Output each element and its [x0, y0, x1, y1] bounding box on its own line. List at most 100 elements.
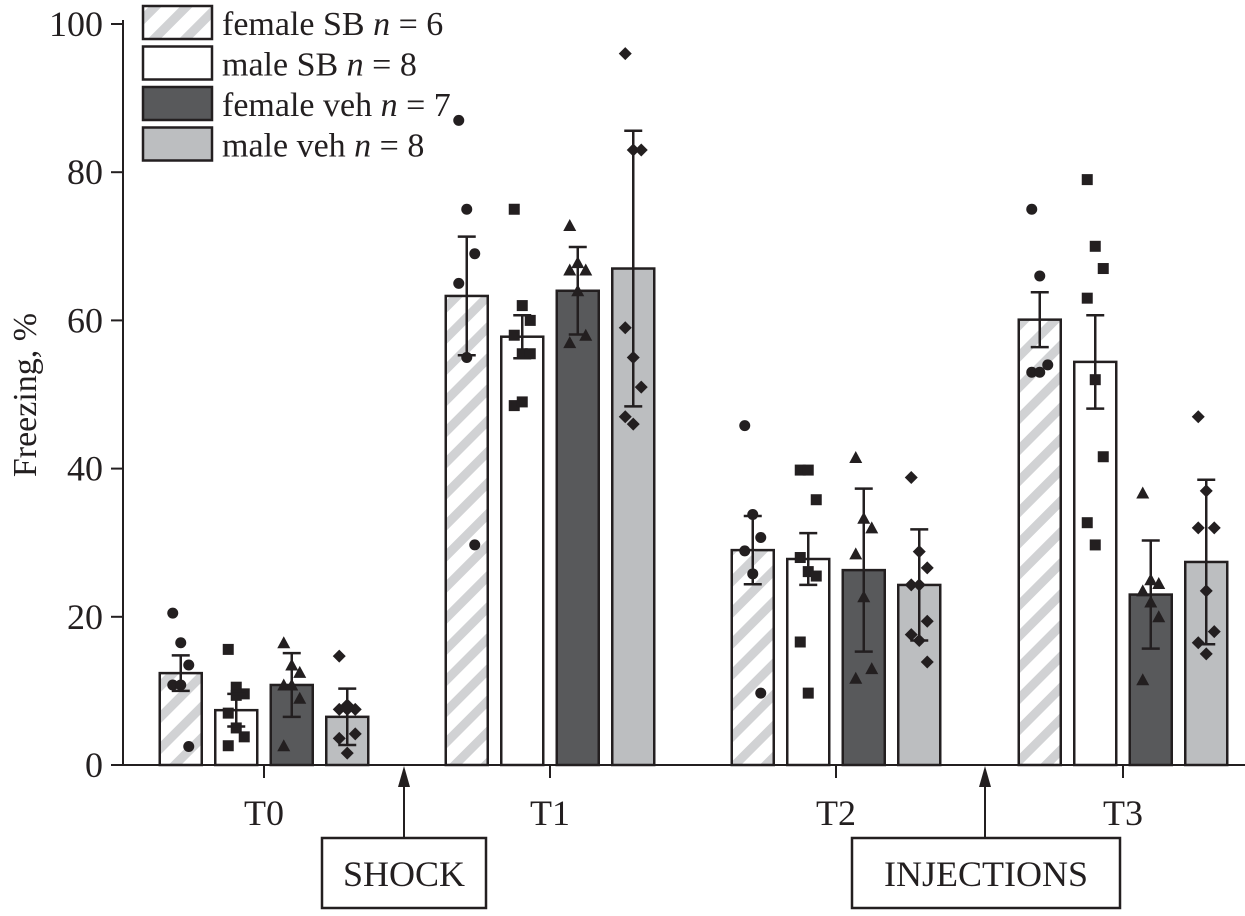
data-point-square	[230, 681, 242, 693]
data-point-square	[238, 731, 250, 743]
data-point-diamond	[618, 47, 632, 61]
data-point-triangle	[563, 336, 577, 349]
annotation-box-injections	[850, 836, 1122, 910]
data-point-triangle	[293, 691, 307, 704]
data-point-square	[508, 329, 520, 341]
data-point-square	[810, 570, 822, 582]
data-point-circle	[1042, 359, 1054, 371]
data-point-triangle	[849, 547, 863, 560]
annotations: SHOCK INJECTIONS	[320, 766, 1122, 910]
bars	[158, 267, 1229, 767]
legend-swatch-male-SB	[141, 45, 214, 81]
data-point-diamond	[1191, 636, 1205, 650]
data-point-square	[802, 687, 814, 699]
data-point-diamond	[904, 628, 918, 642]
data-point-diamond	[348, 702, 362, 716]
y-tick-label: 40	[67, 449, 103, 489]
y-tick-label: 0	[85, 745, 103, 785]
data-point-diamond	[920, 561, 934, 575]
data-point-square	[222, 740, 234, 752]
data-point-diamond	[920, 614, 934, 628]
data-point-diamond	[332, 702, 346, 716]
data-point-triangle	[579, 263, 593, 276]
y-tick-label: 20	[67, 597, 103, 637]
data-point-triangle	[563, 263, 577, 276]
data-point-square	[1097, 451, 1109, 463]
data-point-square	[1081, 174, 1093, 186]
data-point-triangle	[849, 671, 863, 684]
data-point-triangle	[1136, 673, 1150, 686]
legend-swatch-female-SB	[141, 4, 214, 41]
bar-female-SB-t1	[444, 294, 489, 767]
data-point-circle	[1034, 270, 1046, 282]
data-point-diamond	[904, 578, 918, 592]
data-point-circle	[183, 740, 195, 752]
annotation-arrow-head	[979, 766, 991, 787]
y-axis-label: Freezing, %	[7, 313, 44, 477]
bar-male-SB-t3	[1073, 360, 1118, 767]
data-point-circle	[453, 277, 465, 289]
data-point-square	[794, 464, 806, 476]
legend-swatch-male-veh	[141, 126, 214, 162]
annotation-label-shock: SHOCK	[343, 854, 465, 894]
data-point-circle	[175, 637, 187, 649]
bar-male-SB-t2	[786, 557, 831, 767]
data-point-triangle	[1152, 610, 1166, 623]
data-point-square	[1089, 539, 1101, 551]
data-point-square	[524, 348, 536, 360]
data-point-square	[1089, 240, 1101, 252]
data-point-diamond	[332, 731, 346, 745]
data-point-square	[1097, 263, 1109, 275]
data-point-triangle	[849, 450, 863, 463]
data-point-triangle	[1136, 486, 1150, 499]
data-point-diamond	[626, 417, 640, 431]
data-point-diamond	[1207, 625, 1221, 639]
data-point-triangle	[293, 665, 307, 678]
data-point-diamond	[1207, 521, 1221, 535]
x-tick-label-t1: T1	[530, 793, 570, 833]
annotation-box-shock	[320, 836, 488, 910]
bar-female-veh-t1	[555, 289, 600, 767]
x-tick-label-t2: T2	[816, 793, 856, 833]
data-point-circle	[167, 679, 179, 691]
data-point-circle	[183, 659, 195, 671]
data-point-square	[1081, 292, 1093, 304]
data-point-diamond	[1199, 647, 1213, 661]
data-point-square	[794, 552, 806, 564]
data-point-triangle	[1136, 584, 1150, 597]
data-point-circle	[1034, 366, 1046, 378]
error-bars	[171, 129, 1216, 747]
annotation-arrow-head	[398, 766, 410, 787]
y-tick-label: 80	[67, 152, 103, 192]
data-point-circle	[167, 607, 179, 619]
data-point-triangle	[277, 636, 291, 649]
data-point-square	[1081, 517, 1093, 529]
bar-female-SB-t3	[1017, 318, 1062, 767]
data-point-triangle	[563, 219, 577, 232]
annotation-label-injections: INJECTIONS	[884, 854, 1088, 894]
data-point-square	[222, 707, 234, 719]
data-point-square	[802, 464, 814, 476]
data-point-diamond	[904, 470, 918, 484]
data-point-circle	[755, 532, 767, 544]
data-point-circle	[739, 545, 751, 557]
data-point-circle	[739, 420, 751, 432]
data-point-diamond	[634, 380, 648, 394]
y-tick-label: 60	[67, 300, 103, 340]
data-point-diamond	[920, 655, 934, 669]
data-point-diamond	[618, 321, 632, 335]
data-point-diamond	[1191, 410, 1205, 424]
bar-female-SB-t2	[730, 548, 775, 767]
legend-swatch-female-veh	[141, 85, 214, 122]
legend-label-female-SB: female SB n = 6	[222, 6, 443, 43]
data-point-circle	[461, 203, 473, 215]
data-point-diamond	[618, 410, 632, 424]
data-point-triangle	[865, 521, 879, 534]
data-point-diamond	[1191, 521, 1205, 535]
data-point-circle	[469, 539, 481, 551]
axes: 0 20 40 60 80 100 T0 T1 T2 T3	[49, 4, 1245, 833]
data-point-diamond	[348, 727, 362, 741]
data-point-circle	[747, 509, 759, 521]
